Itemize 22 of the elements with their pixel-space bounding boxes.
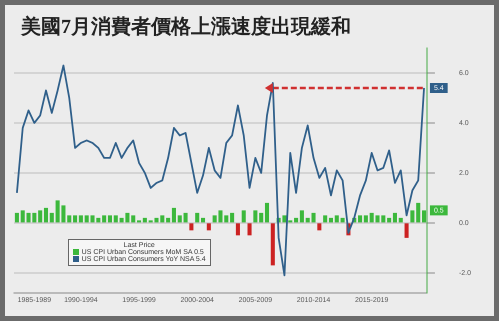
bar [212,215,217,222]
bar [404,223,409,238]
bar [90,215,95,222]
bar [200,218,206,222]
chart-title: 美國7月消費者價格上漲速度出現緩和 [21,14,351,40]
bar [195,212,200,222]
bar [282,215,286,222]
bar [422,210,426,222]
bar [189,223,194,230]
bar [264,202,270,222]
bar [242,210,246,222]
bar [311,212,316,222]
bar [248,223,252,236]
bar [44,208,48,222]
bar [236,223,240,236]
bar [154,218,159,222]
bar [328,218,334,222]
bar [375,215,380,222]
bar [323,215,328,222]
bar [270,223,275,266]
bar [206,223,211,230]
bar [317,223,322,230]
